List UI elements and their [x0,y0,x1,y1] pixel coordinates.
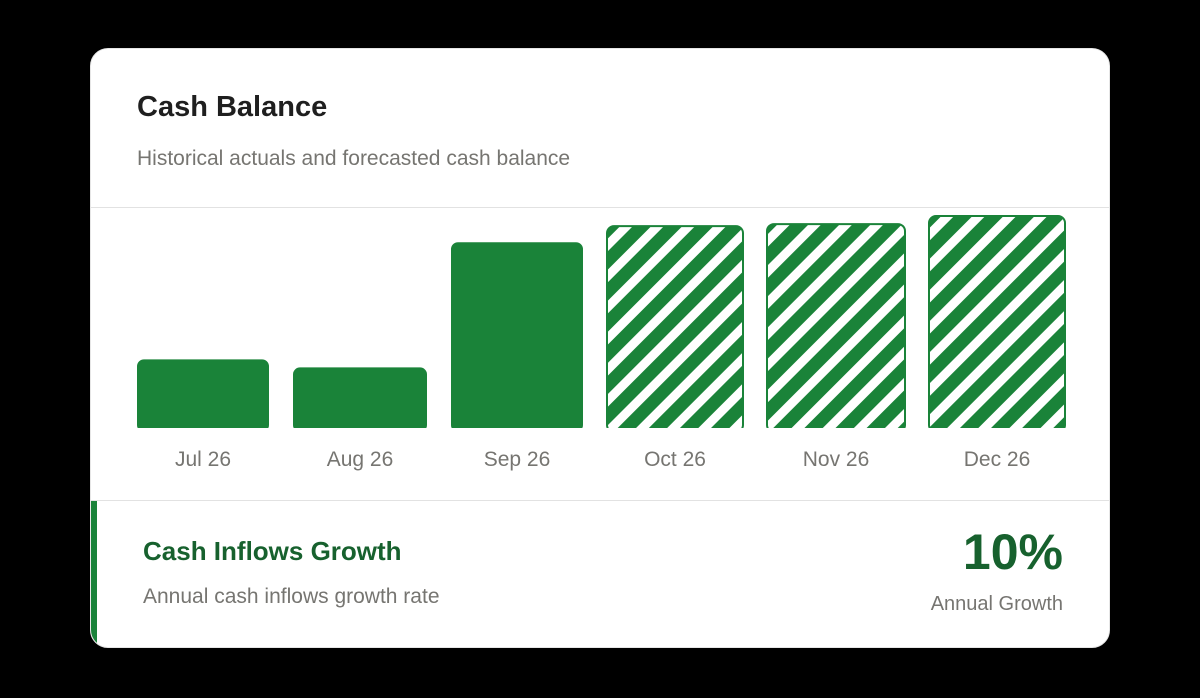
x-tick-label: Oct 26 [644,448,706,471]
baseline-mask [91,428,1109,434]
metric-label: Annual Growth [930,593,1063,615]
bar-jul-26-actual [137,359,269,432]
bar-sep-26-actual [451,242,583,432]
growth-metric-panel: Cash Inflows Growth Annual cash inflows … [91,501,1109,647]
accent-bar [91,501,97,647]
bar-dec-26-forecast [928,215,1066,433]
x-tick-label: Dec 26 [964,448,1031,471]
bar-aug-26-actual [293,367,427,432]
card-subtitle: Historical actuals and forecasted cash b… [137,147,571,170]
x-tick-label: Jul 26 [175,448,231,471]
x-tick-label: Aug 26 [327,448,394,471]
bar-nov-26-forecast [766,223,906,434]
x-tick-label: Sep 26 [484,448,551,471]
chart-divider [91,500,1109,501]
bar-oct-26-forecast [606,225,744,433]
bar-group [91,215,1109,434]
x-tick-label: Nov 26 [803,448,870,471]
metric-title: Cash Inflows Growth [143,536,402,566]
header-divider [91,207,1109,208]
x-tick-labels: Jul 26 Aug 26 Sep 26 Oct 26 Nov 26 Dec 26 [175,448,1030,471]
cash-balance-card: Cash Balance Historical actuals and fore… [90,48,1110,648]
card-title: Cash Balance [137,91,328,123]
cash-balance-bar-chart: Jul 26 Aug 26 Sep 26 Oct 26 Nov 26 Dec 26 [91,215,1109,471]
metric-value: 10% [962,524,1063,580]
metric-subtitle: Annual cash inflows growth rate [143,585,440,608]
